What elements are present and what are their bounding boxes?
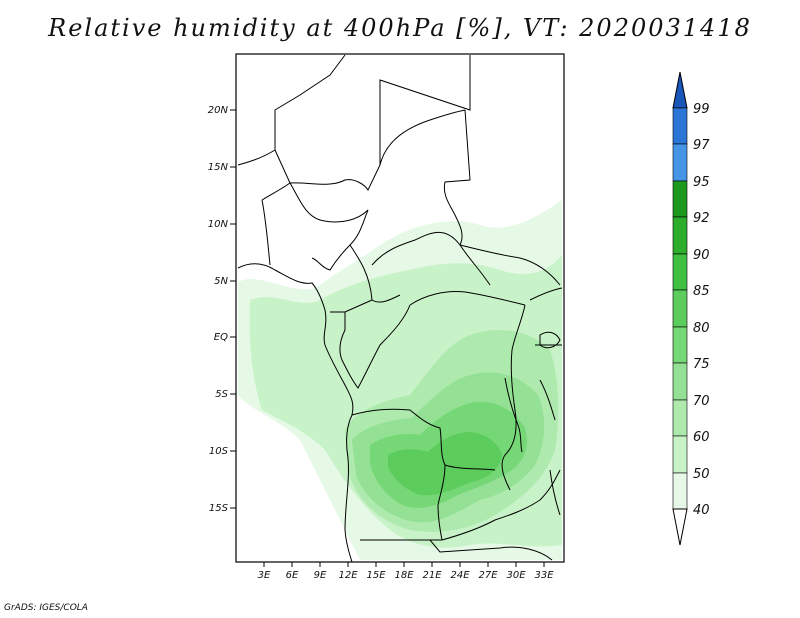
- border-south-sudan: [459, 244, 561, 286]
- lon-label: 21E: [422, 570, 442, 581]
- map-frame: [235, 53, 565, 563]
- colorbar-label: 95: [693, 175, 710, 190]
- country-borders: [237, 54, 563, 563]
- lon-label: 24E: [450, 570, 470, 581]
- colorbar-label: 92: [693, 211, 710, 226]
- lat-label: 15N: [208, 162, 229, 173]
- border-algeria-libya: [237, 54, 346, 166]
- lake-tanganyika: [504, 377, 523, 453]
- border-chad-sudan: [379, 109, 471, 246]
- lon-label: 9E: [314, 570, 327, 581]
- colorbar-segment: [672, 289, 688, 328]
- border-drc-north: [409, 291, 526, 306]
- lake-malawi: [549, 469, 561, 516]
- colorbar-label: 40: [693, 503, 710, 518]
- border-nigeria: [261, 182, 369, 271]
- humidity-area-85: [388, 432, 502, 496]
- lon-label: 6E: [286, 570, 299, 581]
- humidity-shading: [238, 200, 562, 560]
- border-namibia-botswana: [360, 539, 553, 561]
- colorbar-segment: [672, 143, 688, 182]
- lon-label: 27E: [478, 570, 498, 581]
- lon-label: 18E: [394, 570, 414, 581]
- coastline-west: [237, 263, 354, 563]
- colorbar-label: 80: [693, 321, 710, 336]
- border-congo-drc: [339, 304, 411, 389]
- lat-label: 10N: [208, 219, 229, 230]
- colorbar-segment: [672, 326, 688, 364]
- colorbar-label: 75: [693, 357, 710, 372]
- colorbar-bottom-arrow: [672, 508, 688, 546]
- colorbar-label: 50: [693, 467, 710, 482]
- lat-label: 10S: [209, 446, 229, 457]
- credit-text: GrADS: IGES/COLA: [4, 603, 88, 613]
- colorbar-segment: [672, 435, 688, 474]
- lon-label: 15E: [366, 570, 386, 581]
- border-drc-east: [501, 304, 526, 491]
- lat-label: 5S: [215, 389, 228, 400]
- lat-label: 15S: [209, 503, 229, 514]
- lon-label: 12E: [338, 570, 358, 581]
- colorbar-label: 70: [693, 394, 710, 409]
- colorbar-segment: [672, 216, 688, 255]
- colorbar-segment: [672, 180, 688, 218]
- lake-victoria: [539, 331, 561, 349]
- lat-label: 5N: [214, 276, 228, 287]
- border-angola: [351, 408, 496, 541]
- lon-label: 33E: [534, 570, 554, 581]
- colorbar-segment: [672, 253, 688, 291]
- colorbar-label: 60: [693, 430, 710, 445]
- colorbar-label: 90: [693, 248, 710, 263]
- latitude-axis: 20N 15N 10N 5N EQ 5S 10S 15S: [208, 105, 236, 514]
- colorbar-top-arrow: [672, 71, 688, 109]
- border-niger-chad: [274, 55, 471, 192]
- longitude-axis: 3E 6E 9E 12E 15E 18E 21E 24E 27E 30E 33E: [258, 562, 554, 581]
- colorbar-label: 85: [693, 284, 710, 299]
- colorbar-label: 97: [693, 138, 710, 153]
- colorbar-segment: [672, 399, 688, 437]
- colorbar: 99 97 95 92 90 85 80 75 70 60 50 40: [672, 71, 710, 546]
- chart-title: Relative humidity at 400hPa [%], VT: 202…: [48, 14, 752, 42]
- lon-label: 30E: [506, 570, 526, 581]
- colorbar-segment: [672, 362, 688, 401]
- lat-label: EQ: [214, 332, 228, 343]
- border-car-sudan: [371, 231, 491, 286]
- colorbar-segment: [672, 472, 688, 510]
- lon-label: 3E: [258, 570, 271, 581]
- colorbar-segment: [672, 107, 688, 145]
- colorbar-label: 99: [693, 102, 710, 117]
- lat-label: 20N: [208, 105, 229, 116]
